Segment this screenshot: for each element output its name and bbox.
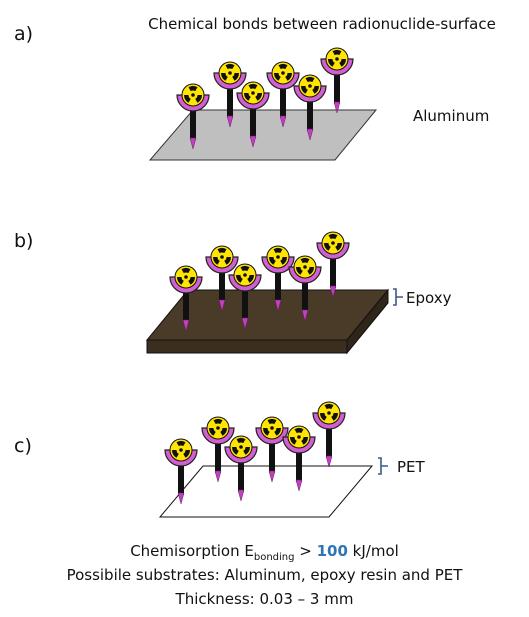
substrate-label-aluminum: Aluminum xyxy=(413,107,489,125)
radionuclide-molecule xyxy=(316,231,350,298)
epoxy-front xyxy=(146,339,348,354)
panel-a-letter: a) xyxy=(14,23,33,45)
panel-b: b) Epoxy xyxy=(14,230,452,355)
thickness-bracket-pet xyxy=(378,457,388,475)
caption-energy-unit: kJ/mol xyxy=(347,542,399,560)
caption-energy-label: Chemisorption E xyxy=(130,542,254,560)
substrate-label-pet: PET xyxy=(397,458,426,476)
panel-a-title: Chemical bonds between radionuclide-surf… xyxy=(148,15,496,33)
radionuclide-molecule xyxy=(320,47,354,114)
thickness-bracket-epoxy xyxy=(393,288,403,306)
panel-a: a) Chemical bonds between radionuclide-s… xyxy=(14,15,496,161)
caption-energy-value: 100 xyxy=(316,542,348,560)
caption-energy-subscript: bonding xyxy=(253,552,295,563)
substrate-label-epoxy: Epoxy xyxy=(406,289,452,307)
radionuclide-molecule xyxy=(312,401,346,468)
caption-thickness: Thickness: 0.03 – 3 mm xyxy=(175,590,354,608)
panel-c: c) PET xyxy=(14,401,426,518)
caption-substrates: Possibile substrates: Aluminum, epoxy re… xyxy=(66,566,463,584)
panel-c-letter: c) xyxy=(14,435,32,457)
panel-b-letter: b) xyxy=(14,230,33,252)
epoxy-side xyxy=(346,288,389,355)
aluminum-plate xyxy=(148,109,378,161)
pet-film xyxy=(158,465,374,518)
caption-chemisorption: Chemisorption Ebonding > 100 kJ/mol xyxy=(0,542,529,563)
caption-greater-than: > xyxy=(294,542,317,560)
